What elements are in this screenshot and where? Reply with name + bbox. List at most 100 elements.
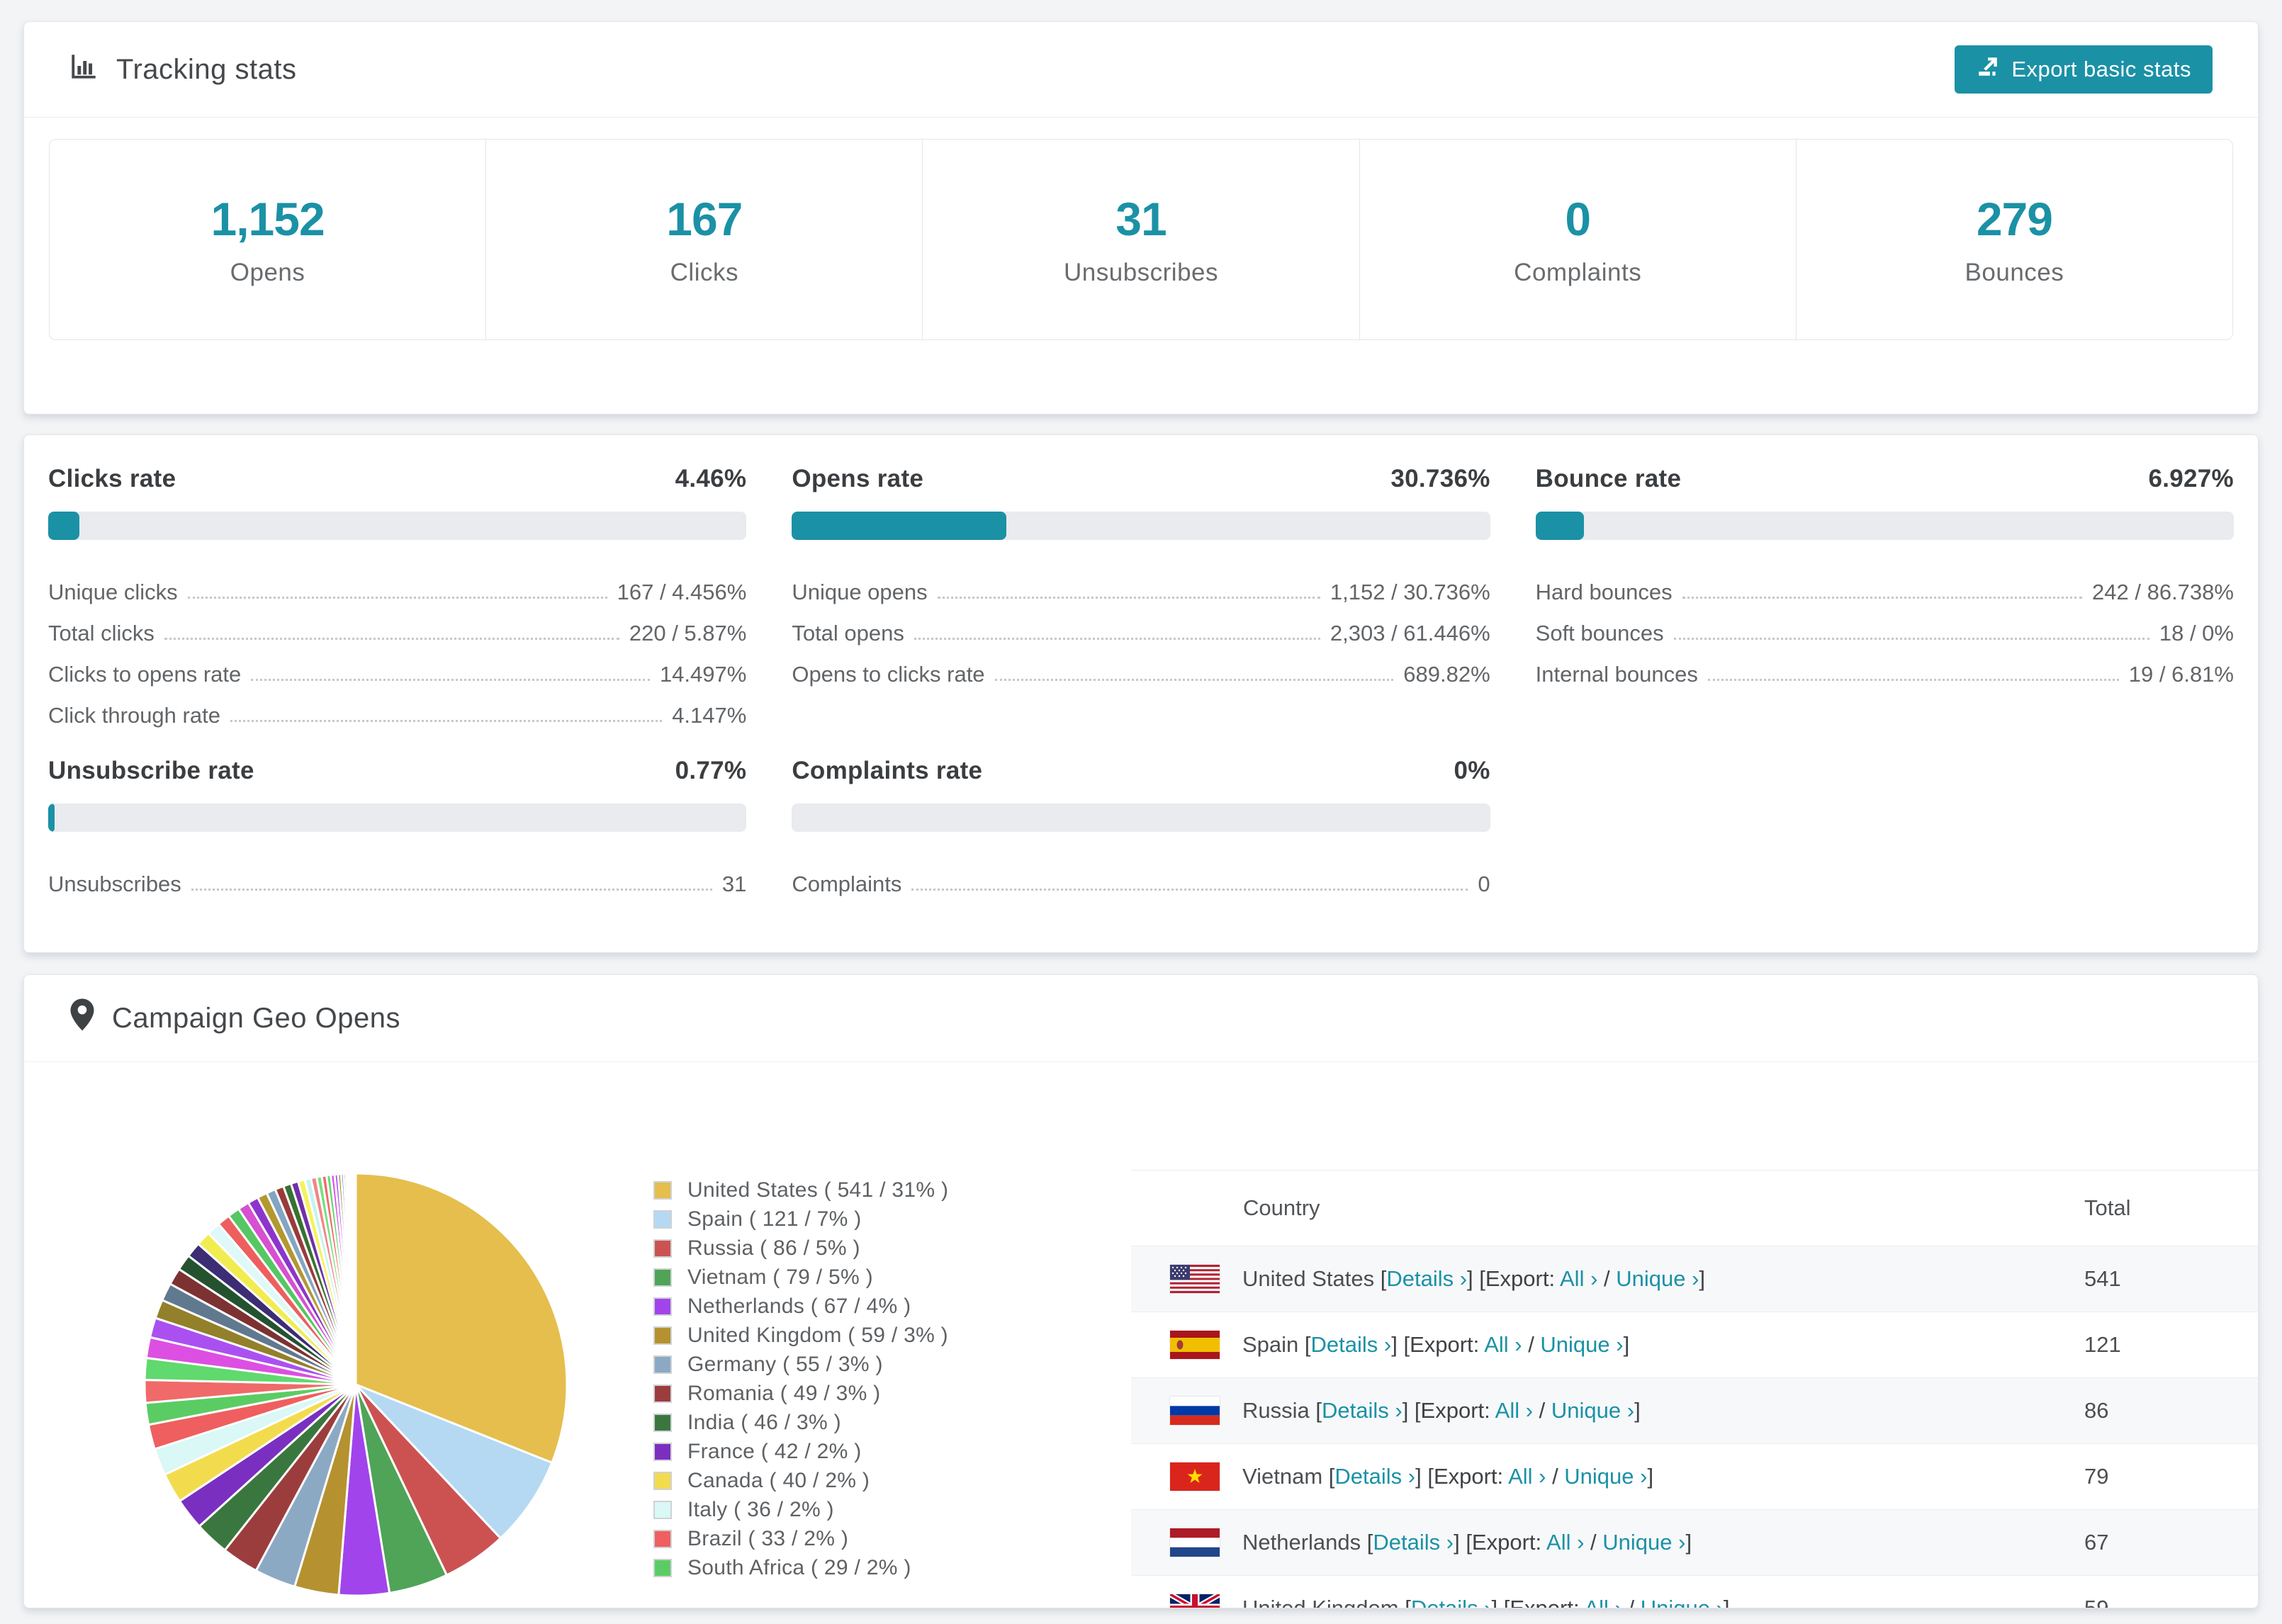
- bracket: ] [Export:: [1402, 1398, 1495, 1423]
- details-link[interactable]: Details ›: [1410, 1596, 1492, 1608]
- details-link[interactable]: Details ›: [1322, 1398, 1403, 1423]
- legend-item-canada[interactable]: Canada ( 40 / 2% ): [653, 1466, 948, 1495]
- rate-row-value: 1,152 / 30.736%: [1330, 580, 1490, 604]
- progress-fill: [48, 512, 79, 540]
- country-name: Netherlands: [1242, 1530, 1361, 1555]
- legend-item-france[interactable]: France ( 42 / 2% ): [653, 1437, 948, 1466]
- legend-swatch: [653, 1471, 672, 1490]
- legend-item-romania[interactable]: Romania ( 49 / 3% ): [653, 1379, 948, 1408]
- total-value: 541: [2084, 1266, 2121, 1291]
- slash: /: [1584, 1530, 1603, 1555]
- export-unique-link[interactable]: Unique ›: [1551, 1398, 1635, 1423]
- flag-us-icon: [1170, 1265, 1220, 1293]
- rate-row-label: Unique clicks: [48, 580, 178, 604]
- campaign-geo-opens-card: Campaign Geo Opens United States ( 541 /…: [23, 974, 2259, 1608]
- geo-legend: United States ( 541 / 31% ) Spain ( 121 /…: [653, 1175, 948, 1582]
- legend-label: Canada ( 40 / 2% ): [687, 1468, 870, 1492]
- export-all-link[interactable]: All ›: [1584, 1596, 1622, 1608]
- stats-strip: 1,152 Opens 167 Clicks 31 Unsubscribes 0 Compla…: [49, 139, 2233, 340]
- country-name: Vietnam: [1242, 1464, 1323, 1489]
- details-link[interactable]: Details ›: [1386, 1266, 1468, 1291]
- rate-block-opens-rate: Opens rate 30.736% Unique opens 1,152 / 30.…: [792, 465, 1490, 757]
- stat-cell-opens: 1,152 Opens: [50, 140, 487, 339]
- legend-item-vietnam[interactable]: Vietnam ( 79 / 5% ): [653, 1263, 948, 1292]
- country-name: Spain: [1242, 1332, 1299, 1357]
- rate-rows: Unique opens 1,152 / 30.736% Total opens 2,…: [792, 564, 1490, 716]
- slash: /: [1522, 1332, 1541, 1357]
- stat-label: Opens: [230, 259, 305, 286]
- geo-header: Campaign Geo Opens: [24, 975, 2258, 1061]
- export-unique-link[interactable]: Unique ›: [1540, 1332, 1624, 1357]
- rate-title: Opens rate: [792, 465, 924, 492]
- tracking-stats-header: Tracking stats Export basic stats: [24, 22, 2258, 117]
- bracket: [: [1322, 1464, 1335, 1489]
- export-unique-link[interactable]: Unique ›: [1640, 1596, 1724, 1608]
- export-all-link[interactable]: All ›: [1484, 1332, 1522, 1357]
- rate-block-complaints-rate: Complaints rate 0% Complaints 0: [792, 757, 1490, 925]
- legend-swatch: [653, 1297, 672, 1316]
- legend-item-italy[interactable]: Italy ( 36 / 2% ): [653, 1495, 948, 1524]
- export-unique-link[interactable]: Unique ›: [1602, 1530, 1686, 1555]
- geo-table: Country Total United States [Details ›] …: [1131, 1170, 2258, 1608]
- bracket: [: [1374, 1266, 1387, 1291]
- rate-row-value: 0: [1478, 872, 1490, 896]
- bracket: [: [1298, 1332, 1311, 1357]
- rate-row-value: 167 / 4.456%: [617, 580, 747, 604]
- table-row-es: Spain [Details ›] [Export: All › / Uniqu…: [1131, 1312, 2258, 1377]
- dotted-leader: [914, 638, 1320, 640]
- bracket: ] [Export:: [1467, 1266, 1560, 1291]
- bracket: [: [1361, 1530, 1373, 1555]
- details-link[interactable]: Details ›: [1310, 1332, 1392, 1357]
- rate-row: Total opens 2,303 / 61.446%: [792, 605, 1490, 646]
- export-all-link[interactable]: All ›: [1560, 1266, 1598, 1291]
- stat-value: 279: [1976, 193, 2053, 245]
- rate-row-label: Internal bounces: [1535, 662, 1698, 687]
- rate-row-label: Unsubscribes: [48, 872, 181, 896]
- stat-value: 1,152: [210, 193, 325, 245]
- flag-vn-icon: [1170, 1462, 1220, 1491]
- stat-cell-unsubscribes: 31 Unsubscribes: [923, 140, 1360, 339]
- legend-item-germany[interactable]: Germany ( 55 / 3% ): [653, 1350, 948, 1379]
- export-unique-link[interactable]: Unique ›: [1616, 1266, 1699, 1291]
- export-basic-stats-button[interactable]: Export basic stats: [1955, 45, 2213, 94]
- table-row-us: United States [Details ›] [Export: All ›…: [1131, 1246, 2258, 1312]
- rate-row-value: 689.82%: [1403, 662, 1490, 687]
- legend-label: Russia ( 86 / 5% ): [687, 1236, 860, 1260]
- rate-row: Soft bounces 18 / 0%: [1536, 605, 2234, 646]
- export-all-link[interactable]: All ›: [1508, 1464, 1546, 1489]
- legend-item-netherlands[interactable]: Netherlands ( 67 / 4% ): [653, 1292, 948, 1321]
- legend-label: Spain ( 121 / 7% ): [687, 1207, 862, 1231]
- rate-rows: Complaints 0: [792, 856, 1490, 925]
- legend-swatch: [653, 1209, 672, 1229]
- legend-item-south-africa[interactable]: South Africa ( 29 / 2% ): [653, 1553, 948, 1582]
- geo-table-header: Country Total: [1131, 1171, 2258, 1246]
- details-link[interactable]: Details ›: [1334, 1464, 1416, 1489]
- legend-item-russia[interactable]: Russia ( 86 / 5% ): [653, 1234, 948, 1263]
- legend-item-spain[interactable]: Spain ( 121 / 7% ): [653, 1205, 948, 1234]
- details-link[interactable]: Details ›: [1373, 1530, 1454, 1555]
- legend-item-brazil[interactable]: Brazil ( 33 / 2% ): [653, 1524, 948, 1553]
- rate-row-value: 242 / 86.738%: [2092, 580, 2234, 604]
- export-button-label: Export basic stats: [2011, 57, 2191, 81]
- rate-title: Bounce rate: [1535, 465, 1682, 492]
- rate-percent-value: 30.736%: [1390, 465, 1490, 492]
- stat-label: Bounces: [1965, 259, 2064, 286]
- stat-value: 0: [1565, 193, 1591, 245]
- dotted-leader: [911, 889, 1468, 891]
- export-all-link[interactable]: All ›: [1495, 1398, 1534, 1423]
- rate-row: Total clicks 220 / 5.87%: [48, 605, 746, 646]
- rate-block-clicks-rate: Clicks rate 4.46% Unique clicks 167 / 4.456…: [48, 465, 747, 757]
- dotted-leader: [1673, 638, 2149, 640]
- dotted-leader: [251, 679, 650, 681]
- rate-row-label: Soft bounces: [1535, 621, 1664, 645]
- rate-block-unsubscribe-rate: Unsubscribe rate 0.77% Unsubscribes 31: [48, 757, 747, 925]
- legend-swatch: [653, 1268, 672, 1287]
- bracket: ] [Export:: [1391, 1332, 1485, 1357]
- export-unique-link[interactable]: Unique ›: [1564, 1464, 1648, 1489]
- rate-row-label: Opens to clicks rate: [792, 662, 985, 687]
- export-all-link[interactable]: All ›: [1546, 1530, 1585, 1555]
- legend-item-united-states[interactable]: United States ( 541 / 31% ): [653, 1175, 948, 1205]
- legend-item-united-kingdom[interactable]: United Kingdom ( 59 / 3% ): [653, 1321, 948, 1350]
- legend-item-india[interactable]: India ( 46 / 3% ): [653, 1408, 948, 1437]
- rate-percent-value: 0.77%: [675, 757, 747, 784]
